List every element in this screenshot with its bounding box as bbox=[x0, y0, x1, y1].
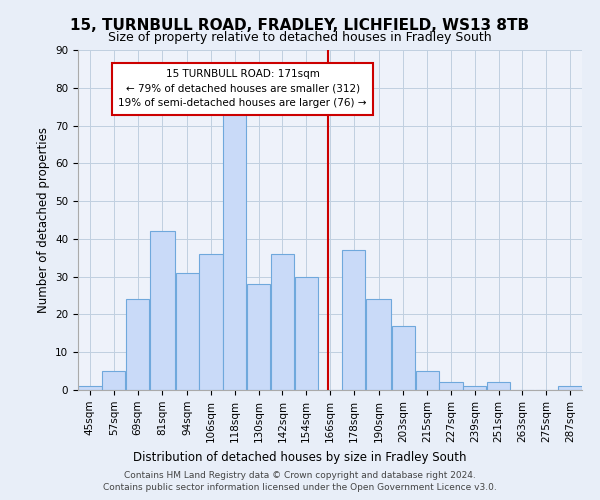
Bar bbox=[559, 386, 582, 390]
Text: Size of property relative to detached houses in Fradley South: Size of property relative to detached ho… bbox=[108, 31, 492, 44]
Bar bbox=[78, 386, 101, 390]
Bar bbox=[126, 300, 149, 390]
Bar bbox=[223, 110, 247, 390]
Text: Contains HM Land Registry data © Crown copyright and database right 2024.
Contai: Contains HM Land Registry data © Crown c… bbox=[103, 471, 497, 492]
Text: 15 TURNBULL ROAD: 171sqm
← 79% of detached houses are smaller (312)
19% of semi-: 15 TURNBULL ROAD: 171sqm ← 79% of detach… bbox=[118, 69, 367, 108]
Bar bbox=[439, 382, 463, 390]
Bar bbox=[271, 254, 294, 390]
Y-axis label: Number of detached properties: Number of detached properties bbox=[37, 127, 50, 313]
Bar bbox=[366, 300, 391, 390]
Text: 15, TURNBULL ROAD, FRADLEY, LICHFIELD, WS13 8TB: 15, TURNBULL ROAD, FRADLEY, LICHFIELD, W… bbox=[70, 18, 530, 32]
Bar bbox=[150, 232, 175, 390]
Bar bbox=[392, 326, 415, 390]
Bar bbox=[487, 382, 510, 390]
Title: 15, TURNBULL ROAD, FRADLEY, LICHFIELD, WS13 8TB
Size of property relative to det: 15, TURNBULL ROAD, FRADLEY, LICHFIELD, W… bbox=[0, 499, 1, 500]
Bar bbox=[176, 273, 199, 390]
Bar bbox=[295, 276, 318, 390]
Bar bbox=[342, 250, 365, 390]
Bar bbox=[463, 386, 487, 390]
Bar bbox=[199, 254, 223, 390]
Bar bbox=[102, 371, 125, 390]
Bar bbox=[416, 371, 439, 390]
Bar bbox=[247, 284, 270, 390]
Text: Distribution of detached houses by size in Fradley South: Distribution of detached houses by size … bbox=[133, 451, 467, 464]
